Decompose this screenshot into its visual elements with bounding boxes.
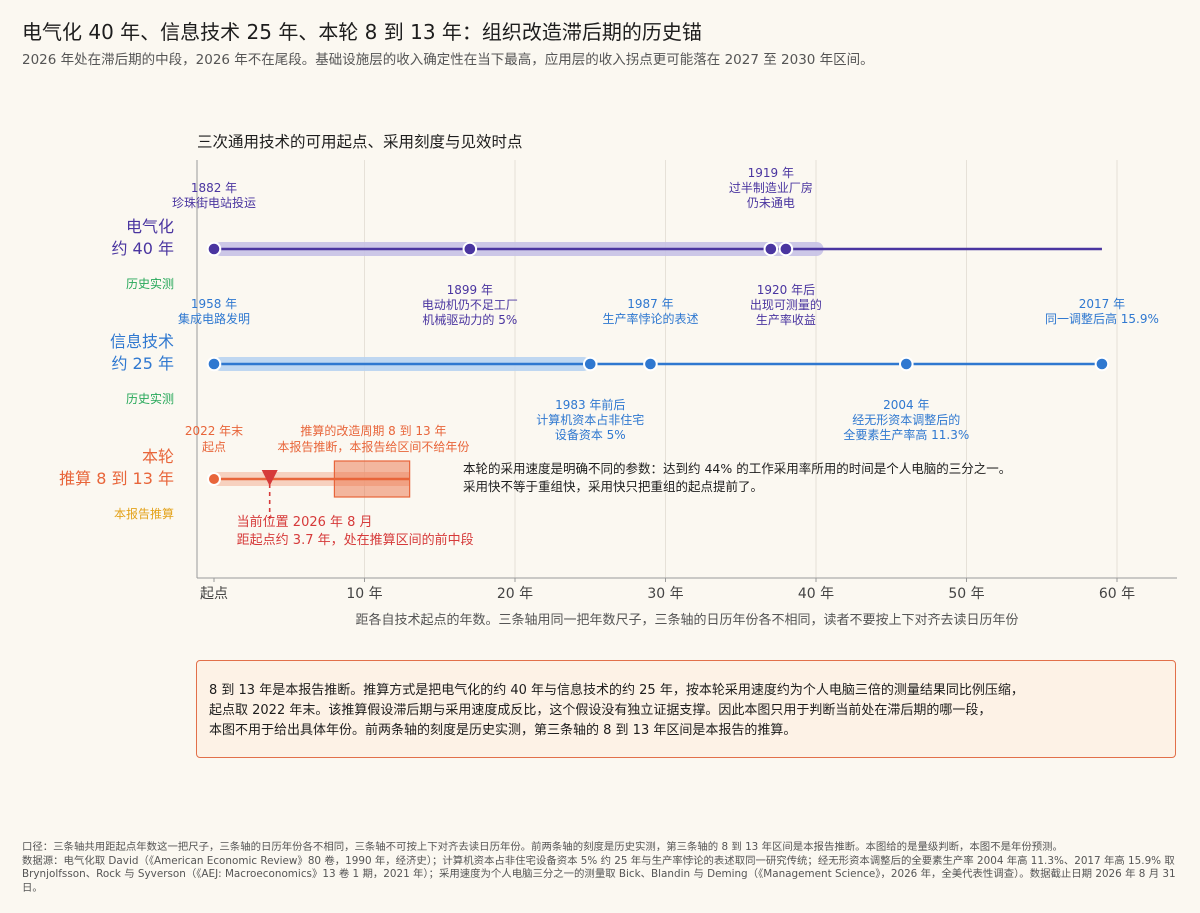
- x-axis-label: 距各自技术起点的年数。三条轴用同一把年数尺子，三条轴的日历年份各不相同，读者不要…: [355, 612, 1018, 628]
- adoption-annotation: 采用快不等于重组快，采用快只把重组的起点提前了。: [463, 479, 763, 494]
- row-name-label: 电气化: [126, 217, 174, 236]
- start-point: [207, 472, 221, 486]
- window-label: 本报告推断，本报告给区间不给年份: [277, 439, 469, 454]
- x-tick-label: 60 年: [1099, 586, 1135, 602]
- event-point: [462, 241, 478, 257]
- footer-data-source: 数据源：电气化取 David（《American Economic Review…: [22, 854, 1176, 894]
- footer-caliber: 口径：三条轴共用距起点年数这一把尺子，三条轴的日历年份各不相同，三条轴不可按上下…: [22, 841, 1063, 853]
- event-label: 经无形资本调整后的: [852, 412, 960, 427]
- chart-title: 三次通用技术的可用起点、采用刻度与见效时点: [197, 133, 523, 151]
- event-label: 1899 年: [447, 283, 493, 297]
- adoption-annotation: 本轮的采用速度是明确不同的参数：达到约 44% 的工作采用率所用的时间是个人电脑…: [463, 461, 1011, 476]
- current-position-marker: [261, 470, 278, 486]
- row-name-label: 本轮: [142, 447, 174, 466]
- method-note-line: 8 到 13 年是本报告推断。推算方式是把电气化的约 40 年与信息技术的约 2…: [209, 683, 1024, 698]
- method-note-line: 起点取 2022 年末。该推算假设滞后期与采用速度成反比，这个假设没有独立证据支…: [209, 703, 992, 718]
- method-note-line: 本图不用于给出具体年份。前两条轴的刻度是历史实测，第三条轴的 8 到 13 年区…: [209, 723, 797, 738]
- row-duration-label: 约 25 年: [111, 354, 174, 373]
- event-point: [899, 356, 914, 372]
- event-label: 全要素生产率高 11.3%: [843, 427, 969, 442]
- page-title: 电气化 40 年、信息技术 25 年、本轮 8 到 13 年：组织改造滞后期的历…: [22, 20, 702, 44]
- event-point: [1094, 356, 1110, 372]
- x-tick-label: 50 年: [948, 586, 984, 602]
- event-label: 电动机仍不足工厂: [422, 298, 518, 312]
- current-position-label: 当前位置 2026 年 8 月: [237, 514, 373, 530]
- event-point: [778, 241, 794, 257]
- event-label: 1983 年前后: [555, 397, 625, 412]
- event-label: 出现可测量的: [750, 297, 822, 312]
- event-label: 计算机资本占非住宅: [536, 412, 644, 427]
- event-label: 集成电路发明: [178, 311, 250, 326]
- x-tick-label: 10 年: [346, 586, 382, 602]
- event-label: 2017 年: [1079, 297, 1125, 311]
- event-label: 1919 年: [748, 166, 794, 180]
- event-label: 珍珠街电站投运: [172, 195, 256, 210]
- event-label: 生产率收益: [756, 312, 816, 327]
- event-point: [643, 356, 658, 372]
- x-tick-label: 20 年: [497, 586, 533, 602]
- page-subtitle: 2026 年处在滞后期的中段，2026 年不在尾段。基础设施层的收入确定性在当下…: [22, 52, 874, 68]
- method-note-box: 8 到 13 年是本报告推断。推算方式是把电气化的约 40 年与信息技术的约 2…: [196, 660, 1176, 758]
- event-point: [206, 356, 222, 372]
- event-label: 1958 年: [191, 297, 237, 311]
- row-name-label: 信息技术: [110, 332, 174, 351]
- event-label: 生产率悖论的表述: [602, 311, 698, 326]
- row-status-label: 本报告推算: [114, 506, 174, 521]
- event-point: [206, 241, 222, 257]
- start-label: 起点: [202, 440, 226, 454]
- window-label: 推算的改造周期 8 到 13 年: [300, 423, 446, 438]
- event-label: 1920 年后: [757, 283, 815, 297]
- event-label: 同一调整后高 15.9%: [1045, 311, 1159, 326]
- event-label: 2004 年: [883, 398, 929, 412]
- row-status-label: 历史实测: [126, 391, 174, 406]
- event-label: 机械驱动力的 5%: [422, 312, 517, 327]
- event-label: 1987 年: [627, 297, 673, 311]
- x-tick-label: 起点: [200, 586, 228, 602]
- event-point: [763, 241, 779, 257]
- footer-sources: 口径：三条轴共用距起点年数这一把尺子，三条轴的日历年份各不相同，三条轴不可按上下…: [22, 841, 1182, 895]
- event-point: [582, 356, 598, 372]
- x-tick-label: 30 年: [647, 586, 683, 602]
- event-label: 1882 年: [191, 181, 237, 195]
- event-label: 设备资本 5%: [555, 428, 626, 442]
- event-label: 仍未通电: [747, 196, 795, 210]
- x-tick-label: 40 年: [798, 586, 834, 602]
- row-duration-label: 约 40 年: [111, 239, 174, 258]
- event-label: 过半制造业厂房: [729, 180, 813, 195]
- row-status-label: 历史实测: [126, 276, 174, 291]
- current-position-label: 距起点约 3.7 年，处在推算区间的前中段: [237, 532, 474, 548]
- start-label: 2022 年末: [185, 424, 243, 438]
- row-duration-label: 推算 8 到 13 年: [59, 469, 174, 488]
